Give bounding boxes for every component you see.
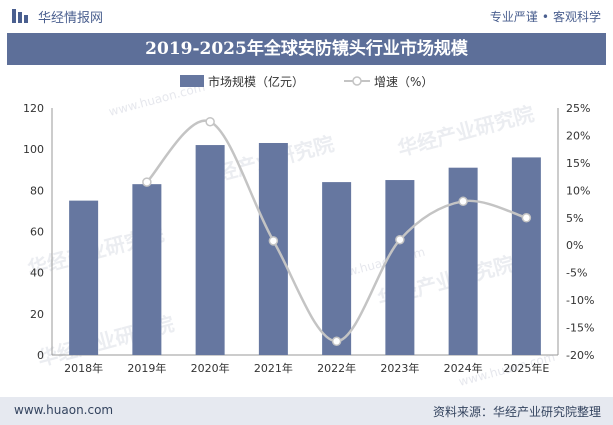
growth-point — [395, 234, 405, 245]
right-axis-tick-label: 15% — [566, 157, 590, 170]
slogan-separator: • — [541, 10, 549, 24]
growth-point — [331, 336, 342, 347]
footer-source: 资料来源：华经产业研究院整理 — [432, 405, 601, 419]
left-axis-tick-label: 80 — [30, 184, 44, 197]
slogan-left: 专业严谨 — [489, 10, 538, 24]
x-axis-tick-label: 2022年 — [317, 361, 356, 375]
right-axis-tick-label: 20% — [566, 129, 590, 142]
right-axis-tick-label: 25% — [566, 102, 590, 115]
bar — [448, 167, 478, 355]
bar — [69, 200, 99, 355]
growth-point — [521, 213, 532, 223]
bar — [258, 142, 288, 355]
left-axis-tick-label: 40 — [30, 267, 44, 280]
title-bar: 2019-2025年全球安防镜头行业市场规模 — [7, 33, 606, 65]
growth-point — [205, 116, 215, 127]
x-axis-tick-label: 2020年 — [191, 361, 230, 375]
footer-url: www.huaon.com — [14, 403, 114, 417]
growth-point — [142, 177, 152, 187]
legend-line-label: 增速（%） — [374, 75, 433, 89]
x-axis-tick-label: 2024年 — [444, 361, 483, 375]
chart: 华经产业研究院华经产业研究院华经产业研究院华经产业研究院华经产业研究院www.h… — [23, 74, 594, 389]
right-axis-tick-label: -5% — [566, 267, 587, 280]
bar — [322, 182, 352, 355]
growth-point — [458, 196, 468, 207]
bar — [132, 184, 162, 355]
bar — [195, 145, 225, 355]
right-axis-tick-label: -10% — [566, 294, 594, 307]
chart-title: 2019-2025年全球安防镜头行业市场规模 — [145, 39, 468, 59]
left-axis-tick-label: 60 — [30, 226, 44, 239]
left-axis-tick-label: 20 — [30, 308, 44, 321]
right-axis-tick-label: -20% — [566, 349, 594, 362]
slogan: 专业严谨 • 客观科学 — [490, 8, 601, 25]
bar — [511, 157, 541, 355]
legend-bar-swatch — [180, 75, 204, 87]
right-axis-tick-label: 5% — [566, 212, 583, 225]
slogan-right: 客观科学 — [552, 10, 601, 24]
watermark-text: 华经产业研究院 — [395, 101, 536, 160]
legend-line-marker — [352, 76, 362, 86]
right-axis-tick-label: -15% — [566, 322, 594, 335]
x-axis-tick-label: 2018年 — [64, 361, 103, 375]
brand-name: 华经情报网 — [38, 11, 104, 26]
x-axis-tick-label: 2021年 — [254, 361, 293, 375]
top-bar: 华经情报网 专业严谨 • 客观科学 — [0, 0, 613, 30]
left-axis-tick-label: 120 — [23, 102, 44, 115]
right-axis-tick-label: 0% — [566, 239, 583, 252]
x-axis-tick-label: 2019年 — [127, 361, 166, 375]
legend-bar-label: 市场规模（亿元） — [208, 74, 304, 89]
left-axis-tick-label: 100 — [23, 143, 44, 156]
footer-bar: www.huaon.com 资料来源：华经产业研究院整理 — [0, 397, 613, 425]
bar — [385, 180, 415, 355]
x-axis-tick-label: 2023年 — [380, 361, 419, 375]
right-axis-tick-label: 10% — [566, 184, 590, 197]
huaon-logo-icon — [12, 9, 28, 23]
x-axis-tick-label: 2025年E — [503, 361, 549, 375]
growth-point — [268, 236, 279, 246]
left-axis-tick-label: 0 — [37, 349, 44, 362]
